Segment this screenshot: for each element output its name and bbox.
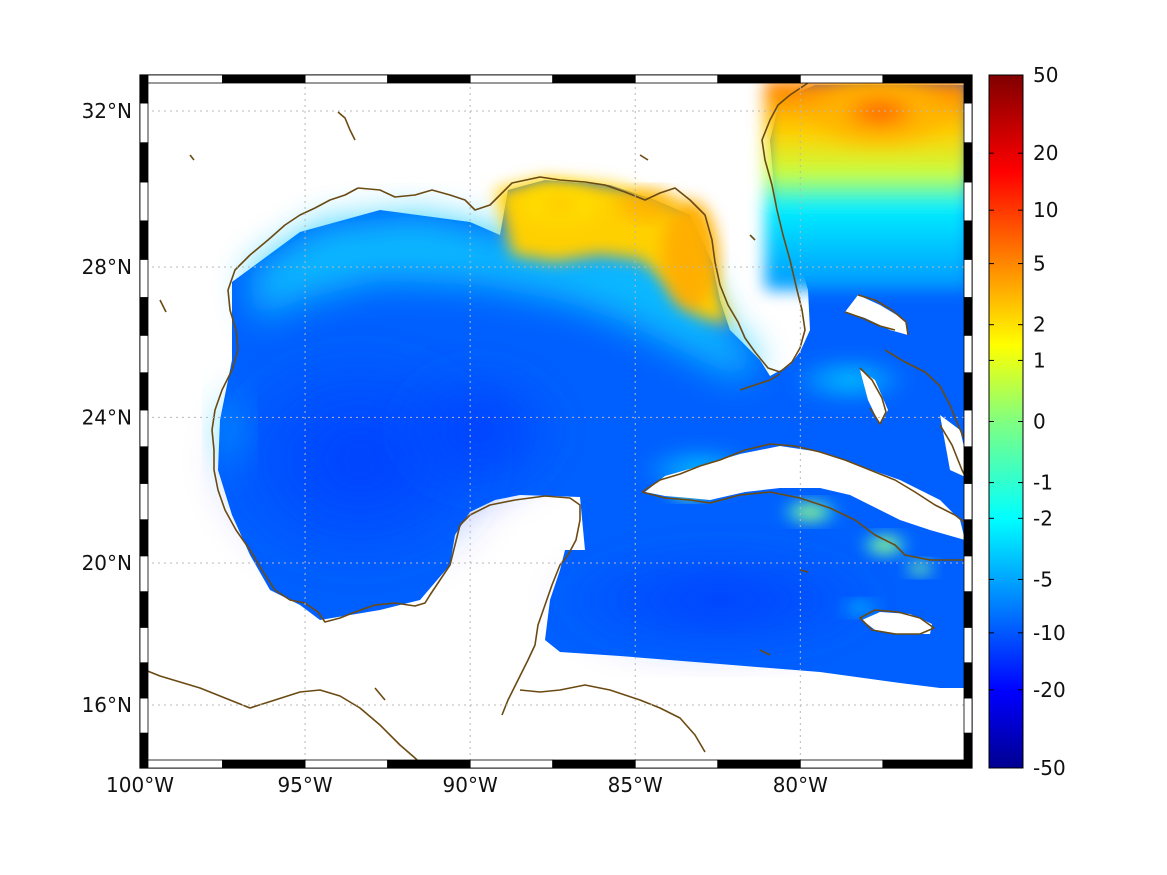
colorbar-tick-label: -20	[1033, 678, 1066, 702]
frame-segment-right	[963, 409, 973, 448]
frame-segment-right	[963, 74, 973, 104]
lat-tick-label: 28°N	[82, 255, 132, 279]
frame-segment-left	[139, 334, 149, 374]
frame-segment-top	[552, 74, 636, 84]
lat-tick-label: 24°N	[82, 405, 132, 429]
colorbar-tick-label: 0	[1033, 410, 1046, 434]
frame-segment-bottom	[469, 759, 554, 769]
colorbar-tick-label: 2	[1033, 313, 1046, 337]
colorbar-tick-label: 50	[1033, 63, 1058, 87]
frame-segment-bottom	[139, 759, 223, 769]
frame-segment-bottom	[882, 759, 966, 769]
frame-segment-right	[963, 181, 973, 222]
colorbar-tick-label: 10	[1033, 198, 1058, 222]
lon-tick-label: 95°W	[277, 773, 332, 797]
frame-segment-right	[963, 102, 973, 144]
lat-tick-label: 16°N	[82, 693, 132, 717]
frame-segment-right	[963, 697, 973, 734]
frame-segment-left	[139, 446, 149, 484]
frame-segment-right	[963, 591, 973, 628]
frame-segment-bottom	[304, 759, 389, 769]
frame-segment-left	[139, 297, 149, 336]
frame-segment-left	[139, 372, 149, 411]
frame-segment-top	[634, 74, 719, 84]
frame-segment-left	[139, 732, 149, 769]
colorbar-tick-label: 1	[1033, 348, 1046, 372]
frame-segment-top	[387, 74, 471, 84]
frame-segment-top	[222, 74, 306, 84]
lon-tick-label: 85°W	[608, 773, 663, 797]
colorbar-tick-label: -10	[1033, 621, 1066, 645]
colorbar-tick-label: -1	[1033, 471, 1053, 495]
lat-tick-label: 32°N	[82, 99, 132, 123]
frame-segment-top	[799, 74, 884, 84]
frame-segment-right	[963, 258, 973, 298]
lat-tick-label: 20°N	[82, 551, 132, 575]
frame-segment-right	[963, 334, 973, 374]
lon-tick-label: 100°W	[106, 773, 174, 797]
frame-segment-right	[963, 555, 973, 593]
frame-segment-left	[139, 697, 149, 734]
frame-segment-left	[139, 626, 149, 664]
frame-segment-right	[963, 297, 973, 336]
frame-segment-left	[139, 482, 149, 521]
frame-segment-right	[963, 220, 973, 260]
frame-segment-right	[963, 142, 973, 183]
frame-segment-right	[963, 662, 973, 699]
frame-segment-left	[139, 220, 149, 260]
frame-segment-bottom	[634, 759, 719, 769]
frame-segment-top	[882, 74, 966, 84]
colorbar-tick-label: 20	[1033, 141, 1058, 165]
frame-segment-left	[139, 409, 149, 448]
frame-segment-top	[304, 74, 389, 84]
coastline-layer	[140, 75, 972, 768]
frame-segment-bottom	[387, 759, 471, 769]
frame-segment-left	[139, 102, 149, 144]
frame-segment-bottom	[799, 759, 884, 769]
frame-segment-right	[963, 482, 973, 521]
colorbar-tick-label: -2	[1033, 506, 1053, 530]
frame-segment-left	[139, 555, 149, 593]
colorbar-tick-label: -50	[1033, 756, 1066, 780]
axis-labels: 100°W 95°W 90°W 85°W 80°W 16°N 20°N 24°N 28°N 32°…	[82, 99, 829, 797]
frame-segment-left	[139, 591, 149, 628]
colorbar-ramp	[988, 74, 1024, 769]
frame-segment-left	[139, 519, 149, 557]
frame-segment-left	[139, 181, 149, 222]
map-frame	[139, 74, 973, 769]
frame-segment-right	[963, 519, 973, 557]
lon-tick-label: 80°W	[773, 773, 828, 797]
colorbar-tick-label: 5	[1033, 252, 1046, 276]
frame-segment-top	[469, 74, 554, 84]
frame-segment-bottom	[222, 759, 306, 769]
frame-segment-left	[139, 662, 149, 699]
frame-segment-top	[717, 74, 801, 84]
ocean-data-field	[210, 75, 972, 688]
frame-segment-right	[963, 732, 973, 769]
frame-segment-top	[139, 74, 223, 84]
frame-segment-right	[963, 626, 973, 664]
frame-segment-left	[139, 142, 149, 183]
frame-segment-bottom	[552, 759, 636, 769]
frame-segment-bottom	[717, 759, 801, 769]
frame-segment-left	[139, 74, 149, 104]
frame-segment-right	[963, 372, 973, 411]
lon-tick-label: 90°W	[443, 773, 498, 797]
frame-segment-right	[963, 446, 973, 484]
colorbar-tick-label: -5	[1033, 567, 1053, 591]
frame-segment-left	[139, 258, 149, 298]
